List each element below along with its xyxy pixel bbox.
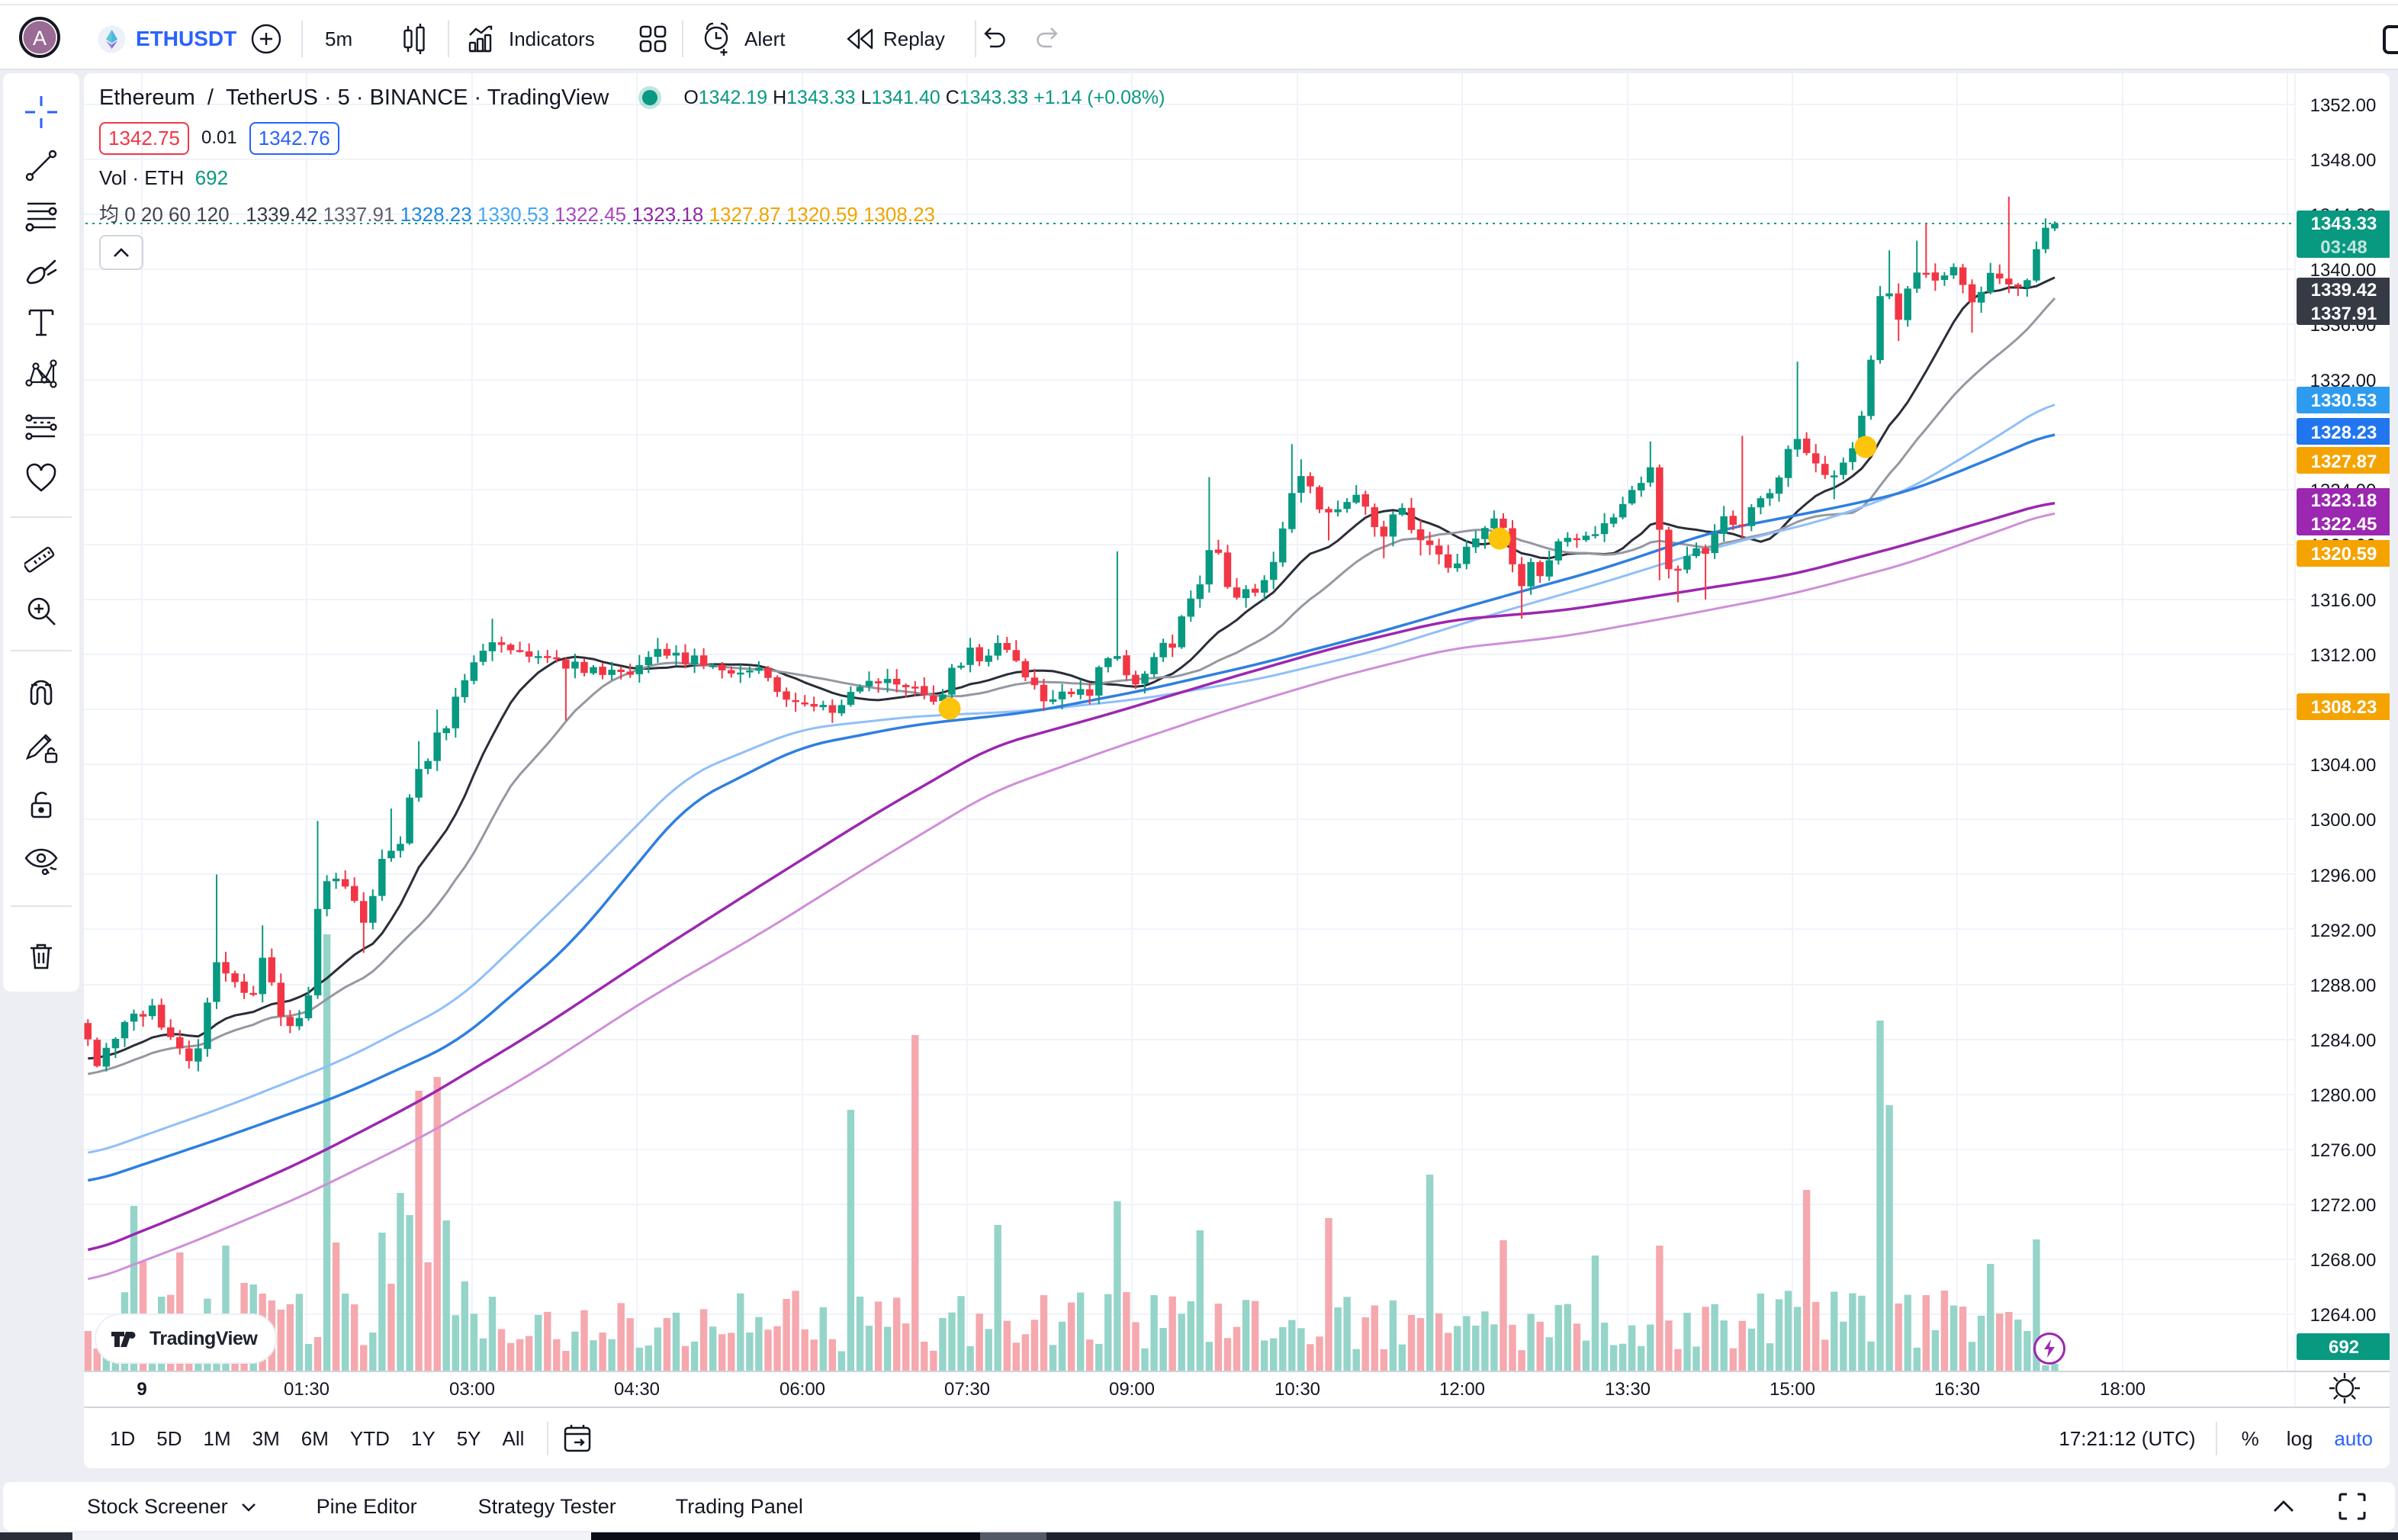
svg-text:692: 692 [2329, 1337, 2359, 1358]
svg-text:1316.00: 1316.00 [2310, 590, 2377, 611]
svg-text:1284.00: 1284.00 [2310, 1030, 2377, 1051]
svg-text:1323.18: 1323.18 [2311, 490, 2377, 511]
svg-text:13:30: 13:30 [1605, 1379, 1651, 1400]
svg-text:1340.00: 1340.00 [2310, 260, 2377, 281]
svg-text:15:00: 15:00 [1770, 1379, 1815, 1400]
svg-text:01:30: 01:30 [284, 1379, 329, 1400]
svg-text:1264.00: 1264.00 [2310, 1305, 2377, 1326]
svg-text:06:00: 06:00 [780, 1379, 825, 1400]
svg-text:1328.23: 1328.23 [2311, 423, 2377, 443]
svg-text:9: 9 [137, 1379, 146, 1400]
svg-text:03:00: 03:00 [449, 1379, 495, 1400]
svg-text:12:00: 12:00 [1439, 1379, 1485, 1400]
svg-text:A: A [33, 27, 47, 50]
svg-text:1339.42: 1339.42 [2311, 280, 2377, 301]
svg-text:16:30: 16:30 [1934, 1379, 1980, 1400]
svg-text:1276.00: 1276.00 [2310, 1140, 2377, 1161]
svg-text:1322.45: 1322.45 [2311, 514, 2377, 535]
svg-text:1292.00: 1292.00 [2310, 921, 2377, 941]
svg-text:1327.87: 1327.87 [2311, 452, 2377, 472]
svg-text:1300.00: 1300.00 [2310, 810, 2377, 831]
svg-text:18:00: 18:00 [2100, 1379, 2146, 1400]
svg-text:1308.23: 1308.23 [2311, 697, 2377, 718]
svg-text:1288.00: 1288.00 [2310, 976, 2377, 996]
svg-text:1348.00: 1348.00 [2310, 150, 2377, 171]
svg-text:1272.00: 1272.00 [2310, 1195, 2377, 1216]
svg-text:09:00: 09:00 [1109, 1379, 1155, 1400]
svg-text:10:30: 10:30 [1275, 1379, 1320, 1400]
svg-text:04:30: 04:30 [614, 1379, 660, 1400]
svg-text:1337.91: 1337.91 [2311, 304, 2377, 324]
svg-text:1312.00: 1312.00 [2310, 645, 2377, 666]
svg-text:07:30: 07:30 [944, 1379, 990, 1400]
svg-text:1352.00: 1352.00 [2310, 95, 2377, 116]
svg-text:1304.00: 1304.00 [2310, 755, 2377, 776]
svg-text:03:48: 03:48 [2320, 237, 2367, 258]
svg-text:1320.59: 1320.59 [2311, 544, 2377, 564]
svg-text:1330.53: 1330.53 [2311, 391, 2377, 411]
svg-text:1343.33: 1343.33 [2311, 214, 2377, 234]
svg-text:1268.00: 1268.00 [2310, 1250, 2377, 1271]
svg-text:1280.00: 1280.00 [2310, 1085, 2377, 1106]
svg-text:1296.00: 1296.00 [2310, 866, 2377, 886]
